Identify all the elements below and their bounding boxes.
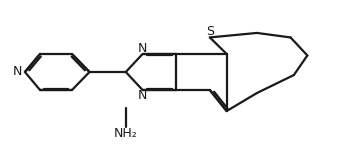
Text: S: S bbox=[206, 25, 214, 38]
Text: NH₂: NH₂ bbox=[114, 127, 138, 140]
Text: N: N bbox=[138, 89, 147, 102]
Text: N: N bbox=[13, 65, 22, 78]
Text: N: N bbox=[138, 42, 147, 55]
